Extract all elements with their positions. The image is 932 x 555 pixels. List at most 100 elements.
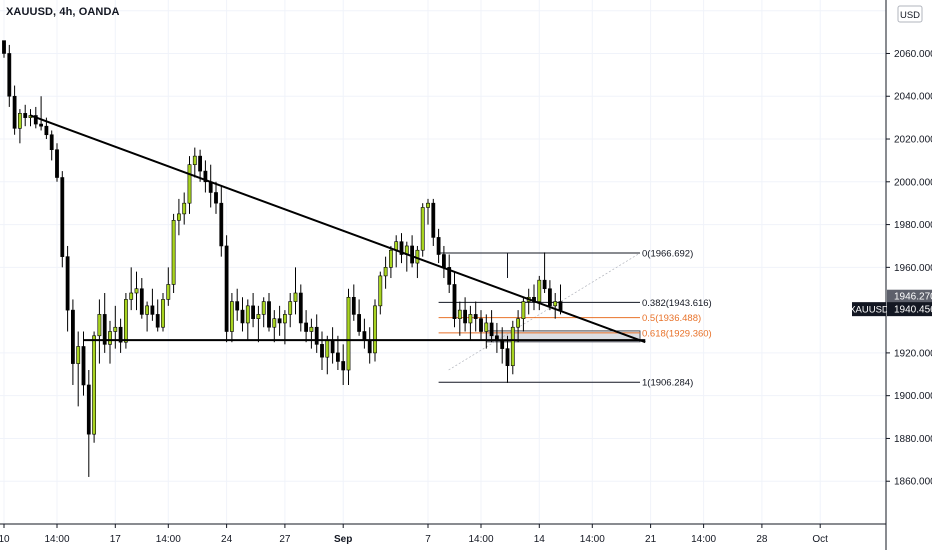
candle [55,143,59,182]
candle [65,245,70,332]
candle [39,96,44,131]
candle [23,104,28,127]
candle [516,310,521,343]
last-price-badge [887,302,932,317]
candle-body-up [108,331,112,345]
x-tick-label: Oct [812,534,828,545]
candle [298,284,303,332]
candle-body-up [378,275,383,307]
fib-label-0: 0(1966.692) [642,249,693,260]
candle [383,256,388,289]
fib-trend-guide [448,252,641,371]
fib-label-0.5: 0.5(1936.488) [642,313,701,324]
grid [0,0,886,524]
candle-body-up [17,113,22,129]
candle-body-up [388,249,393,268]
candle [182,192,187,225]
candle-body-down [7,53,12,97]
candle [49,130,54,161]
candle-body-down [367,339,372,354]
candle-body-down [102,314,107,345]
candle [76,331,81,407]
trendlines [30,114,646,344]
fib-label-0.618: 0.618(1929.360) [642,328,712,339]
candle [505,335,510,383]
candle [71,299,75,385]
candle [314,314,319,353]
candle-body-down [235,301,240,311]
candle [452,271,457,328]
candle-body-down [214,192,218,204]
x-axis-labels: 10 14:00 17 14:00 24 27 Sep 7 14:00 14 14:00 21 14:0… [0,524,828,545]
candle-body-down [399,241,404,255]
candle [431,198,436,246]
candle [484,314,489,349]
candle [12,85,17,135]
candle [261,297,266,328]
candle-body-up [553,301,558,307]
candle-body-down [500,339,505,349]
candle-body-down [304,322,309,332]
candle-body-down [547,288,552,307]
candle [113,305,118,349]
candle-body-down [55,149,59,178]
candle [134,271,139,311]
candle [426,198,430,225]
last-price-label: 1940.456 [894,305,932,316]
candle-body-up [182,202,187,215]
candle-body-up [177,213,181,221]
candle-body-down [314,326,319,345]
x-tick-label: 17 [110,534,122,545]
candle-body-down [240,309,245,324]
x-tick-label: 14:00 [580,534,605,545]
candle-body-up [261,301,266,315]
candle [436,228,441,264]
x-tick-label: 21 [645,534,657,545]
candle [230,293,234,343]
candle-body-down [251,305,256,319]
currency-label: USD [900,10,920,21]
candle [447,254,452,294]
candle-body-up [415,249,420,264]
candle [510,320,515,375]
y-tick-label: 2020.000 [894,135,932,146]
candle-body-down [23,113,28,118]
candle-body-down [441,254,446,268]
currency-badge-box [897,5,923,23]
candle [457,301,462,336]
candle-body-down [357,314,362,332]
candle [553,293,558,319]
chart-title: XAUUSD, 4h, OANDA [6,6,120,18]
candle [373,299,377,362]
candle [537,275,542,311]
candle-body-up [346,296,351,371]
candle [473,301,478,332]
candle [320,331,324,371]
candle-body-down [447,267,452,285]
candle [198,149,203,182]
candle [399,233,404,264]
candle [277,305,282,336]
candle-body-down [489,322,494,337]
candle [177,198,181,236]
candle [272,310,277,343]
candle [245,299,250,341]
candle-body-up [426,202,430,208]
candle-body-down [49,134,54,151]
candle-body-down [219,202,224,247]
y-axis-labels: 2060.000 2040.000 2020.000 2000.000 1980.000… [886,5,932,488]
candle [251,293,256,328]
candle-body-up [192,155,197,165]
candle-body-up [97,314,102,337]
candle-body-down [44,125,49,136]
x-tick-label: 28 [756,534,768,545]
candle-body-down [341,361,346,371]
fib-label-1: 1(1906.284) [642,378,693,389]
candle-body-up [113,326,118,332]
candle-body-up [420,207,425,251]
candle-body-up [92,335,97,435]
candle-body-down [118,326,123,343]
candle-body-up [293,292,298,302]
